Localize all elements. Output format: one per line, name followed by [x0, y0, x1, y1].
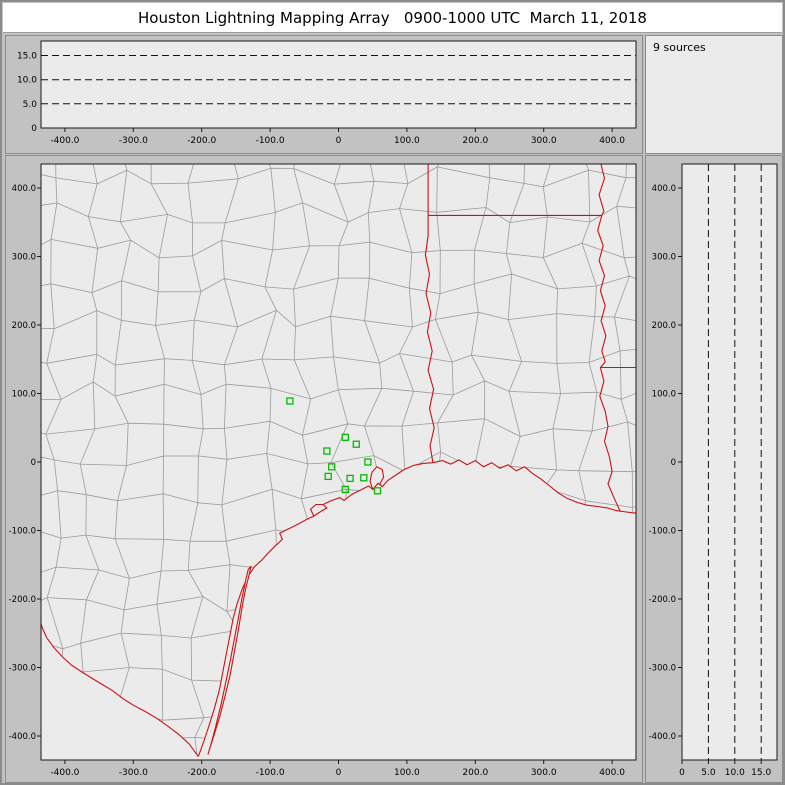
galveston-bay [369, 466, 385, 491]
ew-tick-label: -400.0 [50, 136, 79, 146]
ew-tick-label: 100.0 [394, 136, 420, 146]
map-y-tick-label: -200.0 [9, 595, 36, 605]
ns-tick-label: -100.0 [649, 527, 676, 537]
alt-tick-label: 5.0 [23, 100, 38, 110]
map-x-tick-label: 400.0 [599, 768, 625, 778]
alt-ew-plot-area [41, 41, 636, 128]
altitude-histogram-panel: 9 sources [645, 35, 783, 154]
lma-station-marker [346, 474, 354, 483]
ew-tick-label: -100.0 [256, 136, 285, 146]
matagorda-bay [309, 503, 328, 517]
map-x-tick-label: 100.0 [394, 768, 420, 778]
altitude-ew-plot: 0 5.0 10.0 15.0 -400.0 -300.0 -200.0 -100.0 0 100… [17, 40, 637, 146]
alt-tick-label: 10.0 [17, 76, 37, 86]
lma-station-marker [286, 397, 294, 405]
rio-grande-border [41, 620, 199, 757]
lma-station-marker [352, 440, 360, 448]
map-y-tick-label: -100.0 [9, 527, 36, 537]
plan-view-map-panel: -400.0 -400.0 -300.0 -300.0 -200.0 -200.0 -100… [5, 155, 643, 783]
ns-tick-label: -300.0 [649, 664, 676, 674]
window-title: Houston Lightning Mapping Array 0900-100… [3, 3, 782, 33]
mexico-area [41, 623, 199, 760]
ns-tick-label: 200.0 [652, 321, 676, 331]
map-y-tick-label: 200.0 [12, 321, 36, 331]
plan-view-map-plot: -400.0 -400.0 -300.0 -300.0 -200.0 -200.0 -100… [9, 163, 637, 778]
alt-ns-plot-area [682, 164, 777, 760]
alt-tick-label: 0 [31, 124, 37, 134]
map-x-tick-label: -300.0 [119, 768, 148, 778]
altitude-ew-panel: 0 5.0 10.0 15.0 -400.0 -300.0 -200.0 -100.0 0 100… [5, 35, 643, 154]
map-y-tick-label: 300.0 [12, 253, 36, 263]
lma-station-marker [341, 433, 349, 441]
map-x-tick-label: 0 [336, 768, 342, 778]
texas-louisiana-border [424, 215, 435, 463]
alt-tick-label: 15.0 [751, 768, 771, 778]
padre-island [207, 565, 252, 755]
lma-station-marker [341, 485, 349, 494]
lma-station-marker [360, 474, 368, 482]
map-x-tick-label: -200.0 [187, 768, 216, 778]
ew-tick-label: 200.0 [462, 136, 488, 146]
lma-station-marker [328, 463, 336, 471]
lma-station-marker [373, 487, 382, 495]
gulf-of-mexico-water [197, 459, 636, 760]
map-y-tick-label: 400.0 [12, 184, 36, 194]
ew-tick-label: -200.0 [187, 136, 216, 146]
mississippi-river-border [597, 164, 621, 512]
ns-tick-label: 100.0 [652, 390, 676, 400]
ns-tick-label: -400.0 [649, 732, 676, 742]
lma-station-marker [324, 472, 332, 481]
ns-tick-label: -200.0 [649, 595, 676, 605]
map-y-tick-label: -300.0 [9, 664, 36, 674]
alt-tick-label: 15.0 [17, 52, 37, 62]
altitude-ns-panel: 0 5.0 10.0 15.0 -400.0 -300.0 -200.0 -100.0 0 100… [645, 155, 783, 783]
map-x-tick-label: 200.0 [462, 768, 488, 778]
map-x-tick-label: 300.0 [531, 768, 557, 778]
alt-tick-label: 5.0 [701, 768, 716, 778]
lma-station-marker [364, 458, 372, 466]
altitude-ns-plot: 0 5.0 10.0 15.0 -400.0 -300.0 -200.0 -100.0 0 100… [649, 163, 778, 778]
map-x-tick-label: -100.0 [256, 768, 285, 778]
ew-tick-label: 0 [336, 136, 342, 146]
alt-tick-label: 0 [679, 768, 685, 778]
map-x-tick-label: -400.0 [50, 768, 79, 778]
ns-tick-label: 300.0 [652, 253, 676, 263]
map-content [41, 164, 636, 760]
sources-count-label: 9 sources [653, 41, 706, 54]
station-markers [286, 397, 382, 495]
alt-tick-label: 10.0 [725, 768, 745, 778]
ns-tick-label: 0 [671, 458, 676, 468]
ns-tick-label: 400.0 [652, 184, 676, 194]
map-y-tick-label: -400.0 [9, 732, 36, 742]
map-y-tick-label: 100.0 [12, 390, 36, 400]
ew-tick-label: 400.0 [599, 136, 625, 146]
map-y-tick-label: 0 [31, 458, 36, 468]
lma-station-marker [323, 447, 331, 455]
ew-tick-label: -300.0 [119, 136, 148, 146]
ew-tick-label: 300.0 [531, 136, 557, 146]
